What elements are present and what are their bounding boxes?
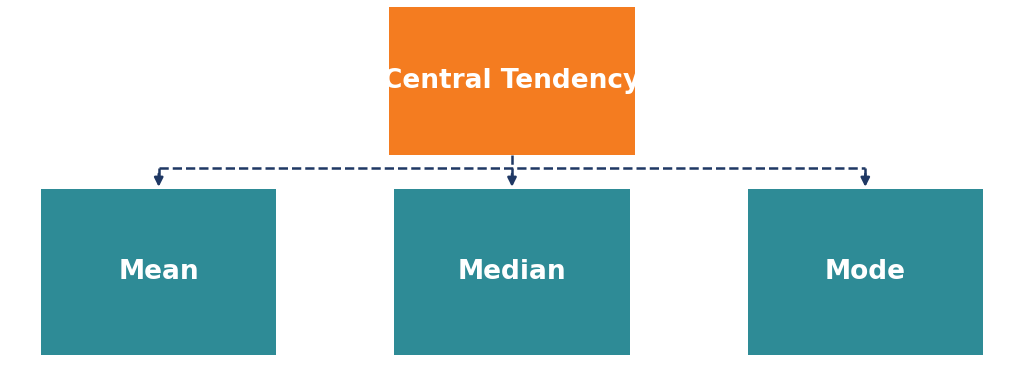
Text: Mode: Mode (824, 259, 906, 285)
Text: Median: Median (458, 259, 566, 285)
FancyBboxPatch shape (41, 189, 276, 355)
Text: Central Tendency: Central Tendency (383, 68, 641, 94)
FancyBboxPatch shape (389, 7, 635, 155)
Text: Mean: Mean (119, 259, 199, 285)
FancyBboxPatch shape (394, 189, 630, 355)
FancyBboxPatch shape (748, 189, 983, 355)
